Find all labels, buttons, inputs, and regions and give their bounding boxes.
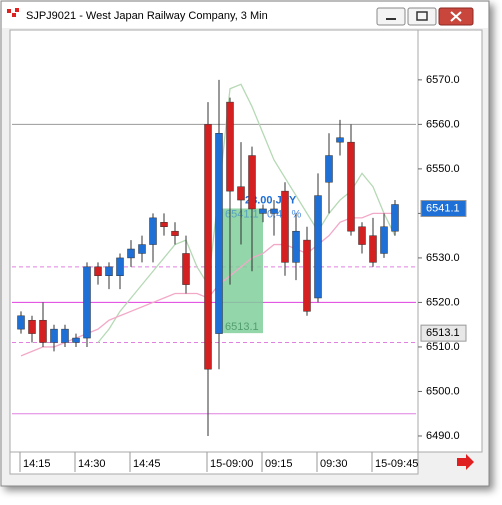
plot-area (9, 29, 419, 453)
time-axis (9, 451, 419, 475)
candle-body (94, 266, 102, 276)
moving-average-line (97, 83, 396, 343)
price-label-box (420, 200, 467, 218)
x-tick-label: 14:45 (133, 458, 161, 470)
window-title: SJPJ9021 - West Japan Railway Company, 3… (26, 10, 268, 22)
candle-body (270, 208, 278, 214)
candle-body (149, 217, 157, 245)
y-tick-label: 6530.0 (426, 252, 460, 264)
close-icon (450, 11, 462, 22)
candle-body (138, 244, 146, 254)
x-tick-label: 09:15 (265, 458, 293, 470)
candle-body (28, 319, 36, 334)
candle-body (160, 222, 168, 228)
candle-body (237, 186, 245, 201)
candle-body (369, 235, 377, 263)
plot: 6490.06500.06510.06520.06530.06540.06550… (12, 74, 467, 472)
y-tick-label: 6570.0 (426, 74, 460, 86)
y-tick-label: 6520.0 (426, 296, 460, 308)
candle-body (248, 155, 256, 210)
y-tick-label: 6500.0 (426, 385, 460, 397)
candle-body (204, 124, 212, 370)
price-label: 6513.1 (426, 327, 460, 339)
candle-body (292, 230, 300, 263)
candle-body (336, 137, 344, 143)
candle-body (380, 226, 388, 254)
y-tick-label: 6560.0 (426, 118, 460, 130)
candle-body (61, 328, 69, 343)
scroll-arrow[interactable] (457, 454, 474, 470)
candle-body (347, 141, 355, 232)
candle-body (39, 319, 47, 343)
candle-body (171, 230, 179, 236)
candle-body (314, 195, 322, 299)
price-label-box (420, 324, 467, 342)
app-icon (7, 8, 19, 17)
y-tick-label: 6550.0 (426, 163, 460, 175)
x-tick-label: 14:30 (78, 458, 106, 470)
y-tick-label: 6490.0 (426, 430, 460, 442)
measurement-from: 6513.1 (225, 321, 259, 333)
x-tick-label: 14:15 (23, 458, 51, 470)
x-tick-label: 15-09:45 (375, 458, 418, 470)
maximize-button[interactable] (407, 7, 437, 26)
candle-body (116, 257, 124, 276)
price-axis (417, 29, 483, 453)
maximize-icon (416, 11, 428, 21)
title-bar (2, 2, 488, 28)
candle-body (182, 253, 190, 285)
candle-body (105, 266, 113, 276)
candle-body (281, 190, 289, 263)
minimize-button[interactable] (376, 7, 406, 26)
candle-body (215, 133, 223, 334)
candle-body (391, 204, 399, 232)
candle-body (226, 101, 234, 192)
y-tick-label: 6510.0 (426, 341, 460, 353)
x-tick-label: 09:30 (320, 458, 348, 470)
candle-body (127, 248, 135, 259)
candle-body (17, 315, 25, 330)
x-tick-label: 15-09:00 (210, 458, 253, 470)
candle-body (358, 226, 366, 245)
price-label: 6541.1 (426, 202, 460, 214)
candle-body (303, 239, 311, 312)
candle-body (83, 266, 91, 339)
candle-body (50, 328, 58, 343)
candle-body (259, 208, 267, 214)
candle-body (72, 337, 80, 343)
candle-body (325, 155, 333, 183)
measurement-to: 6541.1 (225, 208, 259, 220)
